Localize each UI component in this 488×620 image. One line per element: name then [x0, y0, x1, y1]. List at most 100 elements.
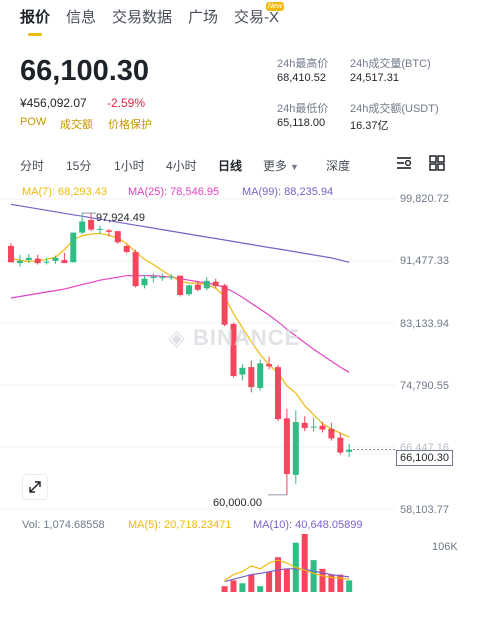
candle-body — [248, 367, 255, 388]
timeframe-4h[interactable]: 4小时 — [166, 159, 197, 173]
volume-bar — [346, 580, 353, 592]
high-label: 24h最高价 — [277, 58, 329, 70]
expand-icon — [29, 481, 41, 493]
candle-body — [230, 323, 237, 377]
vol-btc-label: 24h成交量(BTC) — [350, 58, 431, 70]
y-tick-1: 91,477.33 — [400, 255, 449, 267]
candle-body — [114, 231, 121, 243]
fiat-price: ¥456,092.07 — [20, 96, 87, 110]
candle-body — [16, 260, 23, 264]
candle-body — [301, 422, 308, 429]
tag-price-protection[interactable]: 价格保护 — [108, 119, 152, 131]
low-value: 65,118.00 — [277, 117, 326, 129]
candle-body — [61, 260, 68, 264]
top-tab-bar: 报价 信息 交易数据 广场 交易-X — [20, 6, 488, 34]
watermark-text: BINANCE — [193, 325, 301, 350]
candle-body — [123, 245, 130, 252]
y-tick-3: 74,790.55 — [400, 380, 449, 392]
timeframe-1d[interactable]: 日线 — [218, 159, 243, 173]
volume-bar — [221, 586, 228, 592]
candle-body — [257, 363, 264, 388]
candle-body — [275, 367, 281, 420]
vol-legend: Vol: 1,074.68558 — [22, 519, 105, 531]
vol-btc-value: 24,517.31 — [350, 72, 399, 84]
layout-grid-icon[interactable] — [428, 154, 446, 172]
candle-body — [177, 275, 184, 296]
candle-body — [141, 278, 148, 286]
volume-bar — [301, 534, 308, 592]
candle-body — [221, 285, 228, 325]
candle-body — [266, 364, 273, 367]
candle-body — [88, 219, 95, 230]
volume-bar — [319, 568, 326, 592]
binance-watermark: ◈ BINANCE — [168, 325, 301, 350]
candle-body — [150, 276, 157, 278]
fullscreen-button[interactable] — [22, 474, 48, 500]
candle-body — [34, 258, 41, 264]
volume-bar — [266, 571, 273, 592]
candle-body — [239, 367, 246, 375]
low-label: 24h最低价 — [277, 103, 329, 115]
volume-bar — [248, 574, 255, 592]
tab-trade-x[interactable]: 交易-X — [234, 9, 280, 26]
vol-ma5-line — [224, 559, 350, 581]
tag-turnover[interactable]: 成交额 — [60, 119, 93, 131]
last-price-marker: 66,100.30 — [396, 450, 453, 466]
candle-body — [328, 428, 335, 439]
candle-body — [292, 422, 299, 475]
timeframe-15m[interactable]: 15分 — [66, 159, 92, 173]
candle-body — [70, 232, 77, 263]
candle-body — [194, 284, 201, 290]
candle-body — [283, 418, 290, 475]
candle-body — [105, 230, 112, 232]
ma99-line — [10, 203, 350, 263]
candle-body — [168, 276, 175, 278]
ma99-legend: MA(99): 88,235.94 — [242, 186, 334, 198]
volume-bar — [257, 586, 264, 592]
volume-bar — [328, 574, 335, 592]
candle-body — [52, 257, 59, 261]
tab-info[interactable]: 信息 — [66, 9, 97, 26]
timeframe-1h[interactable]: 1小时 — [114, 159, 145, 173]
tab-square[interactable]: 广场 — [188, 9, 219, 26]
timeframe-line[interactable]: 分时 — [20, 159, 45, 173]
active-tab-indicator — [28, 33, 42, 36]
indicator-settings-icon[interactable] — [394, 154, 414, 172]
vol-ma5-legend: MA(5): 20,718.23471 — [128, 519, 232, 531]
ma25-legend: MA(25): 78,546.95 — [128, 186, 220, 198]
candle-body — [25, 257, 32, 261]
volume-bar — [230, 580, 237, 592]
min-price-annotation: 60,000.00 — [213, 497, 262, 509]
candle-body — [337, 437, 344, 453]
tab-trading-data[interactable]: 交易数据 — [112, 9, 173, 26]
candle-body — [79, 221, 86, 233]
candle-body — [159, 277, 166, 279]
candle-body — [97, 228, 103, 230]
last-price: 66,100.30 — [20, 55, 150, 87]
timeframe-depth[interactable]: 深度 — [326, 159, 351, 173]
volume-bar — [310, 560, 317, 592]
y-tick-2: 83,133.94 — [400, 318, 449, 330]
candle-body — [346, 449, 353, 452]
timeframe-more[interactable]: 更多 ▼ — [263, 157, 299, 174]
vol-usdt-value: 16.37亿 — [350, 120, 389, 132]
ma7-legend: MA(7): 68,293.43 — [22, 186, 107, 198]
change-percent: -2.59% — [107, 96, 146, 110]
volume-bar — [275, 557, 281, 592]
vol-usdt-label: 24h成交额(USDT) — [350, 103, 439, 115]
tag-pow[interactable]: POW — [20, 116, 47, 128]
vol-ma10-line — [224, 568, 350, 583]
volume-bar — [337, 574, 344, 592]
kline-chart[interactable] — [0, 196, 488, 516]
volume-bar — [283, 568, 290, 592]
tab-quote[interactable]: 报价 — [20, 9, 51, 26]
y-tick-0: 99,820.72 — [400, 193, 449, 205]
candle-body — [186, 285, 192, 295]
volume-bar — [239, 583, 246, 592]
candle-body — [212, 281, 219, 287]
volume-chart[interactable] — [0, 534, 488, 594]
caret-down-icon: ▼ — [290, 162, 299, 172]
candle-body — [319, 425, 326, 430]
vol-axis-label: 106K — [432, 541, 458, 553]
vol-ma10-legend: MA(10): 40,648.05899 — [253, 519, 363, 531]
